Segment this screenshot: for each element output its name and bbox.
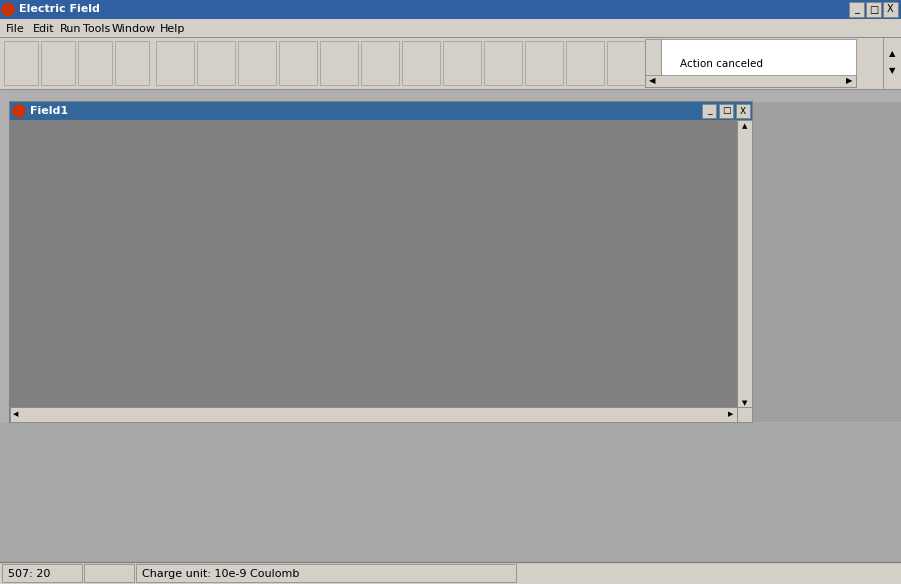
Text: 507: 20: 507: 20 xyxy=(8,569,50,579)
Bar xyxy=(0,19,901,37)
Text: 10: 10 xyxy=(250,270,264,280)
Bar xyxy=(645,39,661,87)
Text: □: □ xyxy=(722,106,730,116)
Bar xyxy=(566,41,604,85)
Text: ▼: ▼ xyxy=(888,67,896,75)
Bar xyxy=(78,41,112,85)
Bar xyxy=(136,564,516,582)
Text: Action canceled: Action canceled xyxy=(680,59,763,69)
Bar xyxy=(115,41,149,85)
Bar xyxy=(279,41,317,85)
Text: Help: Help xyxy=(160,24,186,34)
Circle shape xyxy=(2,4,14,16)
Circle shape xyxy=(13,105,25,117)
Bar xyxy=(156,41,194,85)
Text: _: _ xyxy=(706,106,711,116)
Circle shape xyxy=(246,268,268,283)
Bar xyxy=(737,407,752,422)
Text: Window: Window xyxy=(112,24,156,34)
Text: Electric Field: Electric Field xyxy=(19,5,100,15)
Bar xyxy=(883,37,901,89)
Text: ▶: ▶ xyxy=(846,77,852,85)
Bar xyxy=(10,407,737,422)
Text: Charge unit: 10e-9 Coulomb: Charge unit: 10e-9 Coulomb xyxy=(142,569,299,579)
Text: □: □ xyxy=(869,5,878,15)
Bar xyxy=(484,41,522,85)
Bar xyxy=(0,562,901,584)
Bar xyxy=(4,41,38,85)
Bar xyxy=(443,41,481,85)
Text: Tools: Tools xyxy=(83,24,110,34)
Text: -15: -15 xyxy=(503,314,521,324)
Bar xyxy=(320,41,358,85)
Bar xyxy=(645,75,856,87)
Bar xyxy=(10,120,752,422)
Bar xyxy=(883,2,898,17)
Bar xyxy=(0,0,901,19)
Bar xyxy=(197,41,235,85)
Text: File: File xyxy=(6,24,24,34)
Bar xyxy=(736,104,750,118)
Bar xyxy=(10,102,752,120)
Bar xyxy=(0,423,901,562)
Text: _: _ xyxy=(854,5,859,15)
Bar xyxy=(41,41,75,85)
Bar xyxy=(702,104,716,118)
Bar xyxy=(661,39,856,87)
Text: ▲: ▲ xyxy=(742,123,747,129)
Bar xyxy=(0,37,901,89)
Text: ▼: ▼ xyxy=(742,400,747,406)
Bar xyxy=(402,41,440,85)
Text: X: X xyxy=(887,5,894,15)
Text: ◀: ◀ xyxy=(649,77,655,85)
Bar xyxy=(9,101,753,423)
Bar xyxy=(361,41,399,85)
Bar xyxy=(719,104,733,118)
Bar xyxy=(525,41,563,85)
Text: Edit: Edit xyxy=(33,24,55,34)
Text: Field1: Field1 xyxy=(30,106,68,116)
Bar xyxy=(607,41,645,85)
Bar xyxy=(866,2,881,17)
Circle shape xyxy=(500,311,523,326)
Bar xyxy=(2,564,82,582)
Text: 5: 5 xyxy=(424,199,432,208)
Text: Run: Run xyxy=(60,24,81,34)
Text: ▶: ▶ xyxy=(728,412,733,418)
Bar xyxy=(238,41,276,85)
Text: X: X xyxy=(740,106,746,116)
Text: ◀: ◀ xyxy=(14,412,19,418)
Bar xyxy=(737,120,752,407)
Circle shape xyxy=(420,199,436,209)
Bar xyxy=(849,2,864,17)
Bar xyxy=(753,102,901,422)
Bar xyxy=(84,564,134,582)
Text: ▲: ▲ xyxy=(888,50,896,58)
